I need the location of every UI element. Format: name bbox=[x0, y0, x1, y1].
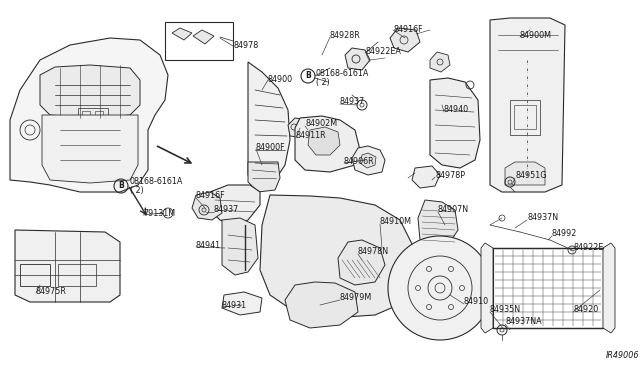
Polygon shape bbox=[505, 162, 545, 185]
Text: 84931: 84931 bbox=[222, 301, 247, 310]
Polygon shape bbox=[42, 115, 138, 183]
Polygon shape bbox=[295, 116, 360, 172]
Text: 84907N: 84907N bbox=[438, 205, 469, 215]
Text: 84906R: 84906R bbox=[344, 157, 374, 166]
Text: 84911R: 84911R bbox=[296, 131, 326, 141]
Polygon shape bbox=[288, 118, 312, 138]
Text: 84978P: 84978P bbox=[435, 170, 465, 180]
Text: 84900: 84900 bbox=[268, 76, 293, 84]
Polygon shape bbox=[285, 282, 358, 328]
Polygon shape bbox=[390, 28, 420, 52]
Polygon shape bbox=[430, 78, 480, 168]
Text: 84978: 84978 bbox=[233, 42, 259, 51]
Circle shape bbox=[388, 236, 492, 340]
Bar bbox=[514, 105, 536, 129]
Text: 84978N: 84978N bbox=[358, 247, 389, 257]
Text: 84910: 84910 bbox=[464, 298, 489, 307]
Text: 84910M: 84910M bbox=[380, 218, 412, 227]
Text: 84951G: 84951G bbox=[515, 171, 547, 180]
Text: IR49006: IR49006 bbox=[606, 352, 639, 360]
Bar bbox=[58, 264, 96, 286]
Polygon shape bbox=[10, 38, 168, 192]
Polygon shape bbox=[260, 195, 415, 318]
Text: 08168-6161A: 08168-6161A bbox=[316, 70, 369, 78]
Bar bbox=[493, 248, 603, 328]
Polygon shape bbox=[418, 200, 458, 248]
Polygon shape bbox=[222, 218, 258, 275]
Text: 84922E: 84922E bbox=[574, 244, 604, 253]
Bar bbox=[95, 111, 103, 119]
Polygon shape bbox=[352, 146, 385, 175]
Polygon shape bbox=[345, 48, 370, 70]
Text: ( 2): ( 2) bbox=[130, 186, 144, 195]
Text: 84937: 84937 bbox=[340, 97, 365, 106]
Polygon shape bbox=[210, 185, 260, 225]
Text: 84916F: 84916F bbox=[196, 192, 226, 201]
Polygon shape bbox=[360, 153, 376, 168]
Bar bbox=[78, 108, 108, 123]
Polygon shape bbox=[192, 192, 222, 220]
Polygon shape bbox=[430, 52, 450, 72]
Text: 84928R: 84928R bbox=[330, 31, 361, 39]
Text: 84900M: 84900M bbox=[520, 31, 552, 39]
Polygon shape bbox=[490, 18, 565, 192]
Polygon shape bbox=[412, 166, 440, 188]
Text: ( 2): ( 2) bbox=[316, 78, 330, 87]
Text: 84940: 84940 bbox=[444, 106, 469, 115]
Polygon shape bbox=[481, 243, 493, 333]
Text: 08168-6161A: 08168-6161A bbox=[130, 176, 184, 186]
Text: 84937NA: 84937NA bbox=[505, 317, 541, 327]
Text: 84992: 84992 bbox=[552, 230, 577, 238]
Text: 84979M: 84979M bbox=[340, 294, 372, 302]
Text: 79131M: 79131M bbox=[143, 208, 175, 218]
Text: 84922EA: 84922EA bbox=[366, 48, 402, 57]
Text: 84902M: 84902M bbox=[305, 119, 337, 128]
Polygon shape bbox=[308, 127, 340, 155]
Text: 84935N: 84935N bbox=[490, 305, 521, 314]
Bar bbox=[510, 100, 540, 135]
Polygon shape bbox=[40, 65, 140, 118]
Polygon shape bbox=[603, 243, 615, 333]
Polygon shape bbox=[248, 62, 290, 182]
Polygon shape bbox=[172, 28, 192, 40]
Bar bbox=[20, 264, 50, 286]
Text: 84941: 84941 bbox=[196, 241, 221, 250]
Polygon shape bbox=[338, 240, 385, 285]
Polygon shape bbox=[248, 162, 280, 192]
Bar bbox=[82, 111, 90, 119]
Text: B: B bbox=[305, 71, 311, 80]
Polygon shape bbox=[222, 292, 262, 315]
Polygon shape bbox=[15, 230, 120, 302]
Bar bbox=[165, 22, 233, 60]
Text: 84920: 84920 bbox=[573, 305, 598, 314]
Polygon shape bbox=[193, 30, 214, 44]
Text: 84916F: 84916F bbox=[393, 26, 422, 35]
Text: 84937: 84937 bbox=[214, 205, 239, 215]
Text: B: B bbox=[118, 182, 124, 190]
Text: 84975R: 84975R bbox=[36, 286, 67, 295]
Text: 84900F: 84900F bbox=[256, 142, 285, 151]
Text: 84937N: 84937N bbox=[527, 214, 558, 222]
